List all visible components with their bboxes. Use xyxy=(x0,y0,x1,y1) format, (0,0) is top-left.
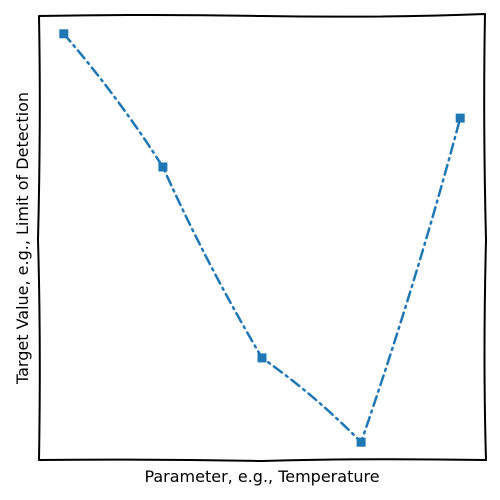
y-axis-label: Target Value, e.g., Limit of Detection xyxy=(13,92,32,385)
data-point-2 xyxy=(158,162,168,172)
plot-frame xyxy=(37,13,487,462)
series-layer xyxy=(62,32,462,444)
data-point-5 xyxy=(455,113,465,123)
marker-layer xyxy=(59,29,465,447)
series-line xyxy=(62,32,462,444)
data-point-4 xyxy=(356,437,366,447)
data-point-1 xyxy=(59,29,69,39)
x-axis-label: Parameter, e.g., Temperature xyxy=(144,467,379,486)
data-point-3 xyxy=(257,353,267,363)
